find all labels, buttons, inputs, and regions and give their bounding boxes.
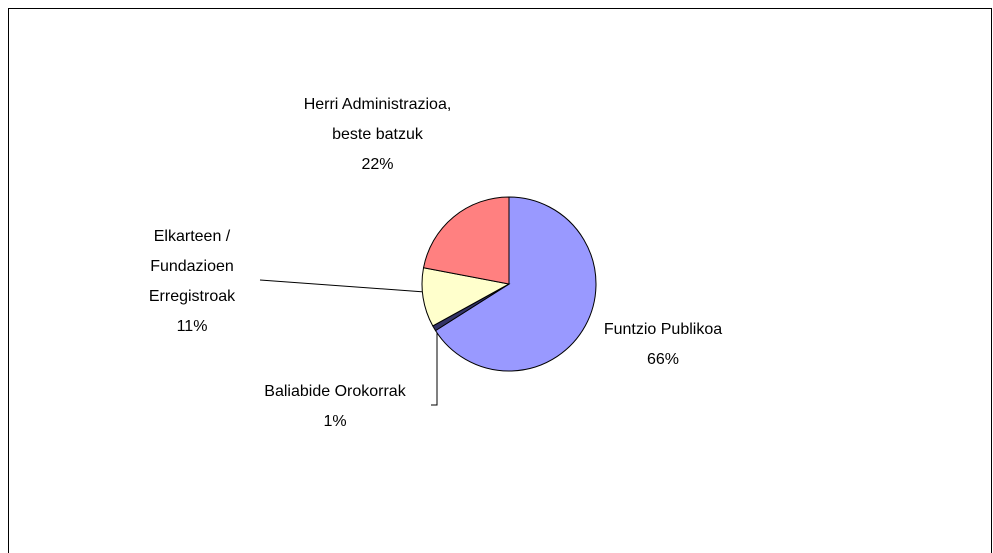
slice-value: 22% — [361, 156, 394, 173]
leader-line — [431, 318, 438, 406]
slice-label: Herri Administrazioa, beste batzuk — [303, 96, 452, 143]
slice-label: Funtzio Publikoa — [603, 321, 723, 338]
slice-value: 11% — [176, 318, 208, 335]
slice-label: Elkarteen / Fundazioen Erregistroak — [148, 228, 236, 305]
frame — [8, 8, 992, 553]
slice-label: Baliabide Orokorrak — [264, 383, 406, 400]
pie-slice — [434, 196, 597, 372]
slice-value: 66% — [646, 351, 680, 368]
pie-slice — [422, 196, 510, 285]
slice-value: 1% — [323, 413, 347, 430]
leader-line — [259, 279, 426, 293]
